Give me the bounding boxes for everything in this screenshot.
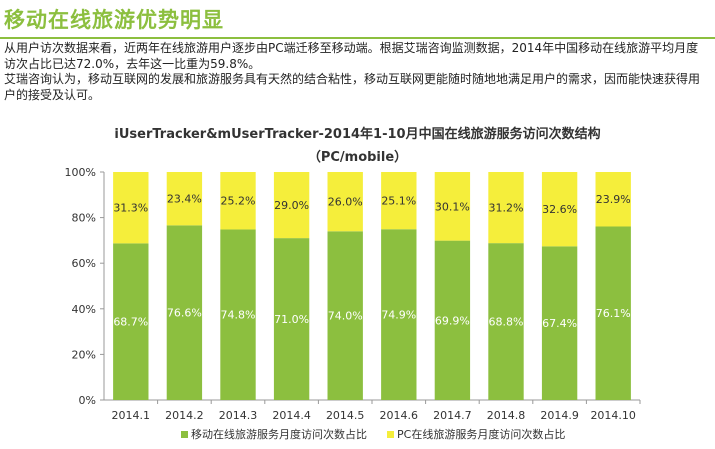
- x-tick-label: 2014.8: [487, 409, 526, 422]
- bar-pc: [327, 172, 363, 232]
- y-tick-label: 40%: [72, 303, 96, 316]
- y-tick-label: 60%: [72, 257, 96, 270]
- data-label-mobile: 68.7%: [113, 316, 148, 329]
- bar-mobile: [434, 240, 471, 400]
- data-label-mobile: 76.6%: [167, 307, 202, 320]
- data-label-pc: 30.1%: [435, 200, 470, 213]
- x-tick-label: 2014.2: [165, 409, 204, 422]
- bar-mobile: [166, 225, 203, 400]
- data-label-mobile: 68.8%: [489, 316, 524, 329]
- data-label-mobile: 74.0%: [328, 310, 363, 323]
- bar-pc: [273, 172, 310, 239]
- y-tick-label: 80%: [72, 212, 96, 225]
- data-label-pc: 32.6%: [542, 203, 577, 216]
- intro-paragraph-1: 从用户访次数据来看，近两年在线旅游用户逐步由PC端迁移至移动端。根据艾瑞咨询监测…: [4, 41, 699, 71]
- data-label-pc: 23.4%: [167, 193, 202, 206]
- bar-pc: [595, 172, 631, 227]
- x-tick-label: 2014.1: [112, 409, 151, 422]
- data-label-pc: 31.2%: [489, 202, 524, 215]
- legend-swatch-mobile: [181, 431, 188, 438]
- bar-pc: [488, 172, 524, 244]
- bar-pc: [541, 172, 578, 247]
- intro-paragraph-2: 艾瑞咨询认为，移动互联网的发展和旅游服务具有天然的结合粘性，移动互联网更能随时随…: [4, 72, 701, 102]
- bar-mobile: [488, 243, 524, 400]
- chart-subtitle: （PC/mobile）: [307, 150, 408, 165]
- data-label-mobile: 69.9%: [435, 314, 470, 327]
- data-label-pc: 31.3%: [113, 202, 148, 215]
- intro-text: 从用户访次数据来看，近两年在线旅游用户逐步由PC端迁移至移动端。根据艾瑞咨询监测…: [4, 41, 710, 103]
- bar-mobile: [541, 246, 578, 400]
- bar-mobile: [113, 243, 149, 400]
- bar-pc: [381, 172, 417, 230]
- data-label-pc: 29.0%: [274, 199, 309, 212]
- data-label-mobile: 71.0%: [274, 313, 309, 326]
- page-title: 移动在线旅游优势明显: [4, 8, 224, 32]
- x-tick-label: 2014.5: [326, 409, 365, 422]
- bar-mobile: [381, 229, 417, 400]
- data-label-pc: 25.1%: [381, 195, 416, 208]
- data-label-pc: 23.9%: [596, 193, 631, 206]
- y-tick-label: 100%: [65, 166, 96, 179]
- bar-pc: [166, 172, 203, 226]
- y-tick-label: 20%: [72, 348, 96, 361]
- legend-label-mobile: 移动在线旅游服务月度访问次数占比: [191, 427, 367, 441]
- data-label-pc: 26.0%: [328, 196, 363, 209]
- bar-mobile: [273, 238, 310, 400]
- bar-pc: [434, 172, 471, 241]
- x-tick-label: 2014.10: [590, 409, 636, 422]
- title-divider: [0, 37, 715, 39]
- x-tick-label: 2014.7: [433, 409, 472, 422]
- x-tick-label: 2014.6: [380, 409, 419, 422]
- bar-mobile: [327, 231, 363, 400]
- data-label-mobile: 74.8%: [221, 309, 256, 322]
- bar-mobile: [595, 226, 631, 400]
- chart-title: iUserTracker&mUserTracker-2014年1-10月中国在线…: [114, 127, 601, 142]
- bar-pc: [113, 172, 149, 244]
- data-label-mobile: 76.1%: [596, 307, 631, 320]
- data-label-pc: 25.2%: [221, 195, 256, 208]
- x-tick-label: 2014.9: [540, 409, 579, 422]
- y-tick-label: 0%: [79, 394, 96, 407]
- bar-pc: [220, 172, 256, 230]
- bar-mobile: [220, 229, 256, 400]
- x-tick-label: 2014.3: [219, 409, 258, 422]
- data-label-mobile: 67.4%: [542, 317, 577, 330]
- legend-label-pc: PC在线旅游服务月度访问次数占比: [397, 427, 565, 441]
- x-tick-label: 2014.4: [272, 409, 311, 422]
- data-label-mobile: 74.9%: [381, 309, 416, 322]
- legend-swatch-pc: [387, 431, 394, 438]
